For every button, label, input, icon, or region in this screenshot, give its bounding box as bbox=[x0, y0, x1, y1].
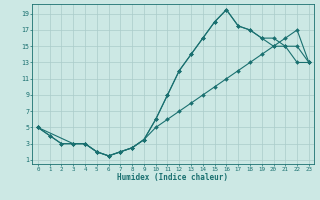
X-axis label: Humidex (Indice chaleur): Humidex (Indice chaleur) bbox=[117, 173, 228, 182]
